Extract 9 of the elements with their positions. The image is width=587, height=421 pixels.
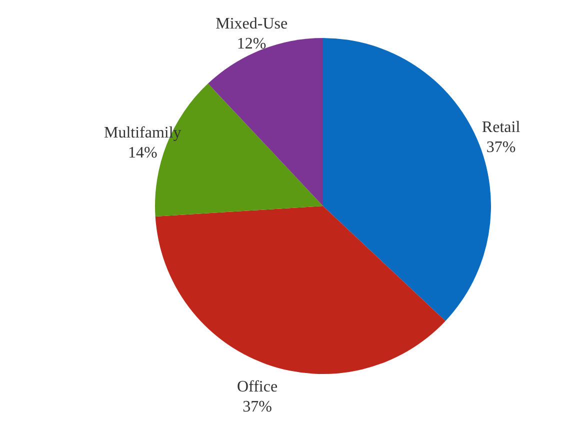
- pie-slice: [155, 206, 446, 374]
- data-label: 14%: [128, 144, 158, 162]
- data-label: 37%: [242, 398, 272, 416]
- data-label: 37%: [486, 138, 516, 156]
- pie-slice: [208, 38, 323, 206]
- slice-label: Office: [236, 378, 278, 396]
- data-label: 12%: [236, 36, 266, 53]
- slice-label: Mixed-Use: [216, 16, 288, 33]
- slice-label: Retail: [482, 118, 521, 136]
